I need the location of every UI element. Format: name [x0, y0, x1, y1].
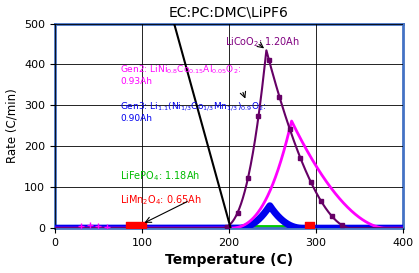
Title: EC:PC:DMC\LiPF6: EC:PC:DMC\LiPF6 [169, 5, 289, 20]
Text: LiFePO$_4$: 1.18Ah: LiFePO$_4$: 1.18Ah [120, 169, 200, 183]
Text: LiCoO$_2$: 1.20Ah: LiCoO$_2$: 1.20Ah [225, 35, 300, 49]
Text: Gen3: Li$_{1.1}$(Ni$_{1/3}$Co$_{1/3}$Mn$_{1/3}$)$_{0.9}$O$_2$:
0.90Ah: Gen3: Li$_{1.1}$(Ni$_{1/3}$Co$_{1/3}$Mn$… [120, 100, 266, 123]
Text: Gen2: LiNi$_{0.8}$Co$_{0.15}$Al$_{0.05}$O$_2$:
0.93Ah: Gen2: LiNi$_{0.8}$Co$_{0.15}$Al$_{0.05}$… [120, 63, 241, 86]
Y-axis label: Rate (C/min): Rate (C/min) [5, 88, 18, 163]
X-axis label: Temperature (C): Temperature (C) [165, 253, 293, 268]
Text: LiMn$_2$O$_4$: 0.65Ah: LiMn$_2$O$_4$: 0.65Ah [120, 194, 202, 207]
